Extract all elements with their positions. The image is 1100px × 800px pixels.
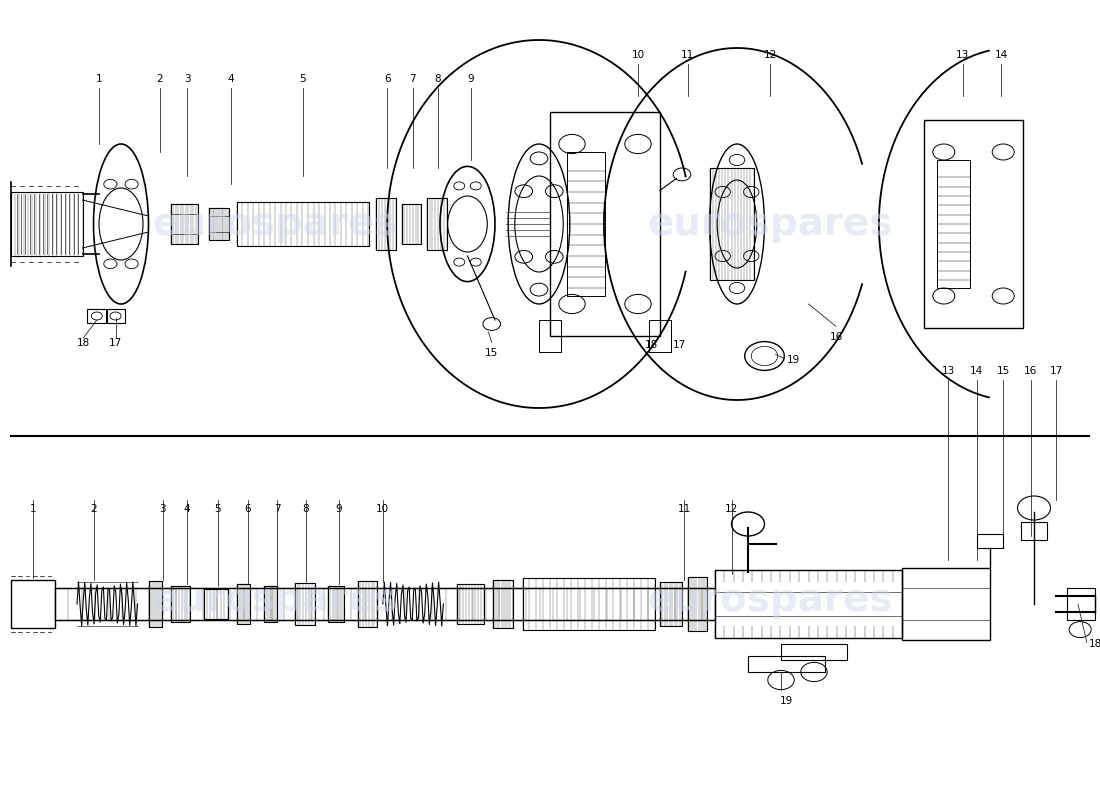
Bar	[328, 586, 344, 622]
Bar	[236, 202, 368, 246]
Bar	[376, 198, 396, 250]
Text: 2: 2	[90, 504, 97, 514]
Text: eurospares: eurospares	[647, 205, 893, 243]
Bar	[427, 198, 447, 250]
Text: 17: 17	[1049, 366, 1063, 376]
Text: 3: 3	[160, 504, 166, 514]
Bar	[236, 584, 250, 624]
Text: 1: 1	[96, 74, 102, 84]
Text: 10: 10	[631, 50, 645, 60]
Bar	[87, 309, 107, 323]
Bar	[209, 208, 229, 240]
Bar	[55, 588, 715, 620]
Bar	[1067, 588, 1094, 620]
Text: 17: 17	[673, 340, 686, 350]
Text: 8: 8	[302, 504, 309, 514]
Bar	[295, 583, 315, 625]
Text: 18: 18	[1089, 639, 1100, 649]
Bar	[456, 584, 484, 624]
Circle shape	[732, 512, 764, 536]
Text: 7: 7	[409, 74, 416, 84]
Bar	[358, 581, 377, 627]
Bar	[402, 204, 421, 244]
Text: 11: 11	[678, 504, 691, 514]
Bar	[550, 112, 660, 336]
Text: 12: 12	[725, 504, 738, 514]
Text: 6: 6	[244, 504, 251, 514]
Bar	[660, 582, 682, 626]
Text: 7: 7	[274, 504, 280, 514]
Text: 18: 18	[77, 338, 90, 348]
Text: 14: 14	[970, 366, 983, 376]
Text: 9: 9	[336, 504, 342, 514]
Text: 2: 2	[156, 74, 163, 84]
Text: 13: 13	[942, 366, 955, 376]
Bar	[264, 586, 277, 622]
Text: 5: 5	[214, 504, 221, 514]
Text: 3: 3	[184, 74, 190, 84]
Text: eurospares: eurospares	[152, 205, 398, 243]
Bar	[204, 589, 228, 619]
Bar	[11, 580, 55, 628]
Text: 18: 18	[645, 340, 658, 350]
Text: 4: 4	[228, 74, 234, 84]
Bar	[170, 586, 190, 622]
Bar	[977, 534, 1003, 548]
Bar	[11, 192, 82, 256]
Text: 5: 5	[299, 74, 306, 84]
Text: 9: 9	[468, 74, 474, 84]
Text: 16: 16	[1024, 366, 1037, 376]
Text: 1: 1	[30, 504, 36, 514]
Text: 16: 16	[829, 332, 843, 342]
Bar	[710, 168, 754, 280]
Bar	[522, 578, 654, 630]
Bar	[688, 577, 707, 631]
Bar	[170, 204, 198, 244]
Text: 17: 17	[109, 338, 122, 348]
Text: eurospares: eurospares	[152, 581, 398, 619]
Text: 15: 15	[485, 348, 498, 358]
Bar	[748, 656, 825, 672]
Bar	[902, 568, 990, 640]
Text: 19: 19	[780, 696, 793, 706]
Text: 14: 14	[994, 50, 1008, 60]
Bar	[539, 320, 561, 352]
Bar	[106, 309, 125, 323]
Text: 8: 8	[434, 74, 441, 84]
Bar	[148, 581, 162, 627]
Bar	[781, 644, 847, 660]
Bar	[937, 160, 970, 288]
Text: 13: 13	[956, 50, 969, 60]
Text: eurospares: eurospares	[647, 581, 893, 619]
Text: 10: 10	[376, 504, 389, 514]
Text: 19: 19	[786, 355, 800, 365]
Text: 11: 11	[681, 50, 694, 60]
Text: 12: 12	[763, 50, 777, 60]
Text: 4: 4	[184, 504, 190, 514]
Bar	[566, 152, 605, 296]
Bar	[924, 120, 1023, 328]
Bar	[649, 320, 671, 352]
Bar	[493, 580, 513, 628]
Bar	[715, 570, 902, 638]
Bar	[1021, 522, 1047, 540]
Text: 15: 15	[997, 366, 1010, 376]
Text: 6: 6	[384, 74, 390, 84]
